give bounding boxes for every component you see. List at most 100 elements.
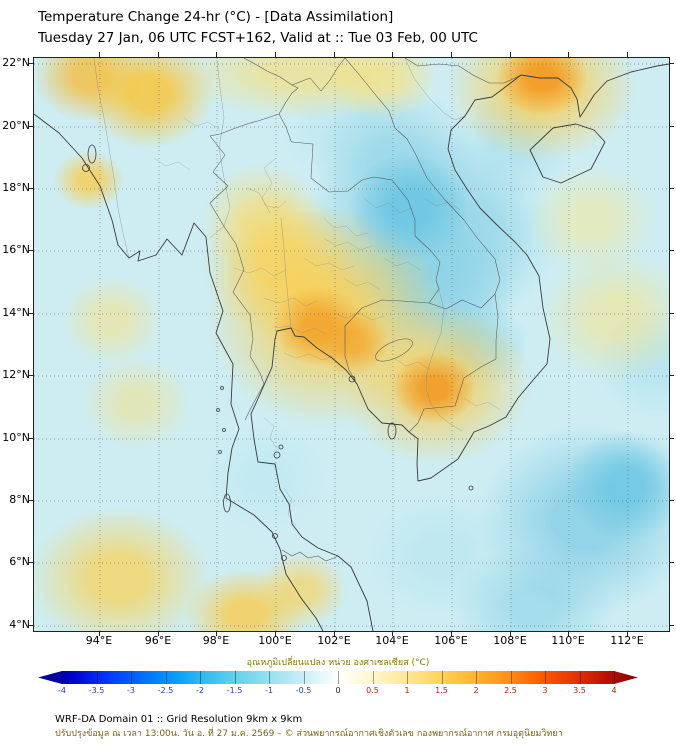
lat-tick-mark	[669, 625, 674, 626]
river-mekong-lower	[425, 288, 463, 432]
lon-tick-label: 96°E	[144, 634, 172, 647]
lon-tick-mark	[392, 52, 393, 57]
lat-tick-mark	[669, 63, 674, 64]
colorbar-tick-labels: -4 -3.5 -3 -2.5 -2 -1.5 -1 -0.5 0 0.5 1 1.5 2 2.5 3 3.5…	[38, 686, 638, 697]
colorbar-tick-mark	[372, 671, 374, 684]
lon-tick-mark	[392, 631, 393, 636]
island-mergui-3	[222, 428, 226, 432]
island-mergui-2	[216, 408, 220, 412]
lon-tick-mark	[627, 631, 628, 636]
colorbar-gradient-bar	[38, 671, 638, 684]
border-laos-vietnam	[344, 58, 501, 295]
river-chao-phraya	[280, 217, 292, 329]
river-salween	[209, 59, 231, 239]
footer: WRF-DA Domain 01 :: Grid Resolution 9km …	[55, 712, 563, 742]
island-phangan	[278, 444, 284, 450]
lat-tick-mark	[669, 562, 674, 563]
lat-tick-mark	[669, 313, 674, 314]
border-china-myanmar-laos	[243, 58, 346, 92]
lon-tick-mark	[216, 631, 217, 636]
islands	[82, 144, 474, 561]
colorbar-tick-mark	[165, 671, 167, 684]
map-plot	[33, 57, 670, 632]
coastline-andaman-west	[34, 113, 324, 631]
lon-tick-mark	[627, 52, 628, 57]
colorbar-tick-value: 0.5	[366, 686, 379, 695]
colorbar-tick-mark	[614, 671, 615, 684]
lon-tick-mark	[451, 52, 452, 57]
page-title: Temperature Change 24-hr (°C) - [Data As…	[38, 9, 394, 25]
lat-tick-mark	[669, 438, 674, 439]
colorbar-tick-value: 3.5	[573, 686, 586, 695]
country-borders	[209, 58, 522, 562]
colorbar-tick-value: -2.5	[157, 686, 174, 695]
lon-tick-label: 104°E	[375, 634, 409, 647]
border-thailand-malaysia	[281, 549, 339, 562]
lon-tick-mark	[510, 631, 511, 636]
lon-tick-mark	[275, 52, 276, 57]
footer-credit-thai: ปรับปรุงข้อมูล ณ เวลา 13:00น. วัน อ. ที่…	[55, 729, 563, 739]
lat-tick-mark	[669, 250, 674, 251]
lat-tick-label: 16°N	[2, 243, 30, 256]
colorbar-tick-value: 2	[473, 686, 479, 695]
border-laos-cambodia	[428, 293, 496, 310]
rivers	[93, 58, 466, 432]
lon-tick-label: 98°E	[202, 634, 230, 647]
lon-tick-label: 106°E	[434, 634, 468, 647]
colorbar-tick-mark	[476, 671, 477, 684]
colorbar-tick-value: 2.5	[504, 686, 517, 695]
lat-tick-label: 4°N	[9, 618, 30, 631]
coastlines	[34, 63, 669, 631]
colorbar-tick-mark	[62, 671, 63, 684]
colorbar-tick-value: -3.5	[88, 686, 105, 695]
lat-tick-mark	[28, 188, 33, 189]
island-con-dao	[468, 485, 474, 491]
island-samui	[273, 451, 281, 459]
lon-tick-mark	[216, 52, 217, 57]
lat-tick-label: 14°N	[2, 306, 30, 319]
lat-tick-label: 6°N	[9, 555, 30, 568]
lon-tick-mark	[510, 52, 511, 57]
colorbar-tick-mark	[200, 671, 201, 684]
colorbar-tick-value: 1	[404, 686, 410, 695]
island-mergui-4	[218, 450, 222, 454]
border-china-vietnam	[404, 58, 522, 84]
lat-tick-mark	[28, 63, 33, 64]
lon-tick-mark	[334, 631, 335, 636]
header: Temperature Change 24-hr (°C) - [Data As…	[38, 7, 478, 49]
colorbar-tick-value: -1	[265, 686, 273, 695]
colorbar-tick-mark	[234, 671, 236, 684]
lat-tick-label: 22°N	[2, 56, 30, 69]
island-cheduba	[82, 164, 90, 172]
colorbar-tick-mark	[579, 671, 581, 684]
island-phu-quoc	[387, 422, 397, 440]
lat-tick-label: 12°N	[2, 368, 30, 381]
footer-domain-info: WRF-DA Domain 01 :: Grid Resolution 9km …	[55, 714, 303, 725]
lon-tick-mark	[568, 52, 569, 57]
colorbar-tick-value: 1.5	[435, 686, 448, 695]
lon-tick-label: 112°E	[610, 634, 644, 647]
lon-tick-mark	[158, 631, 159, 636]
lat-tick-mark	[669, 500, 674, 501]
island-koh-chang	[348, 375, 356, 383]
lon-tick-label: 108°E	[493, 634, 527, 647]
lat-tick-mark	[28, 625, 33, 626]
lon-tick-mark	[334, 52, 335, 57]
lon-tick-label: 110°E	[551, 634, 585, 647]
colorbar-tick-mark	[338, 671, 339, 684]
coastline-gulf-vietnam-china	[250, 63, 669, 631]
border-myanmar-thailand	[209, 135, 265, 421]
lon-tick-mark	[99, 52, 100, 57]
colorbar-tick-value: -0.5	[295, 686, 312, 695]
colorbar: อุณหภูมิเปลี่ยนแปลง หน่วย องศาเซลเซียส (…	[38, 655, 638, 697]
province-boundaries	[153, 117, 501, 527]
island-phuket	[223, 493, 231, 513]
colorbar-tick-mark	[510, 671, 512, 684]
colorbar-tick-mark	[131, 671, 132, 684]
colorbar-tick-value: 4	[611, 686, 617, 695]
colorbar-tick-value: -2	[196, 686, 204, 695]
lon-tick-mark	[568, 631, 569, 636]
river-red	[404, 58, 466, 121]
lat-tick-label: 18°N	[2, 181, 30, 194]
lon-tick-label: 102°E	[317, 634, 351, 647]
